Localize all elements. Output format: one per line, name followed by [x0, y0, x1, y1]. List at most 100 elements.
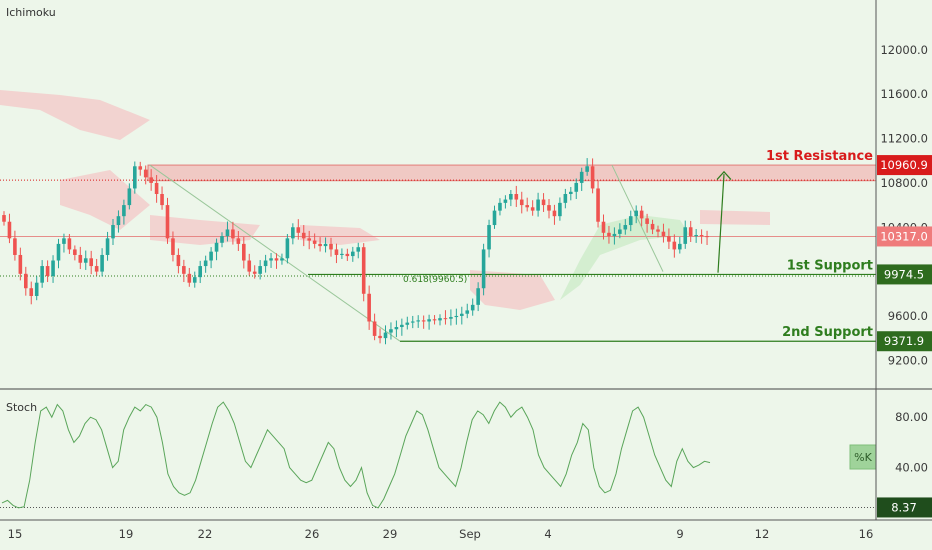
- candle-body: [601, 221, 606, 233]
- candle-body: [492, 210, 497, 226]
- candle-body: [389, 329, 393, 333]
- candle-body: [361, 247, 366, 294]
- y-tick-label: 11200.0: [880, 132, 928, 146]
- candle-body: [351, 251, 355, 257]
- candle-body: [247, 260, 252, 272]
- candle-body: [503, 199, 508, 203]
- candle-body: [296, 227, 301, 233]
- candle-body: [394, 327, 399, 330]
- candle-body: [514, 194, 519, 200]
- support-2-tag-text: 9371.9: [884, 334, 924, 348]
- resistance-1-label: 1st Resistance: [766, 149, 873, 164]
- candle-body: [67, 238, 72, 250]
- resistance-tag-text: 10960.9: [880, 158, 928, 172]
- candle-body: [612, 233, 617, 237]
- candle-body: [45, 266, 50, 277]
- candle-body: [258, 266, 262, 274]
- cloud-segment: [700, 210, 770, 225]
- candle-body: [574, 182, 579, 192]
- stoch-value-tag-text: 8.37: [891, 500, 917, 514]
- support-2-tag: [877, 331, 932, 352]
- x-tick-label: 19: [119, 527, 134, 541]
- candle-body: [694, 235, 698, 237]
- candle-body: [51, 260, 55, 277]
- candle-body: [607, 232, 611, 237]
- candle-body: [143, 169, 148, 178]
- candle-body: [214, 242, 219, 252]
- candle-body: [552, 210, 557, 217]
- projection-trend-line: [611, 164, 664, 272]
- candle-body: [89, 258, 93, 267]
- x-tick-label: 12: [755, 527, 770, 541]
- target-arrow-line: [717, 174, 725, 273]
- support-1-tag-text: 9974.5: [884, 267, 924, 281]
- cloud-segment: [470, 270, 555, 310]
- candle-body: [18, 254, 23, 274]
- resistance-zone: [147, 164, 877, 182]
- candle-body: [443, 318, 448, 320]
- candle-body: [536, 199, 540, 211]
- candle-body: [165, 205, 170, 239]
- candle-body: [525, 205, 529, 208]
- candle-body: [62, 238, 66, 244]
- candle-body: [416, 320, 420, 322]
- candle-body: [2, 215, 6, 222]
- candle-body: [94, 266, 99, 272]
- candle-body: [699, 235, 704, 237]
- candle-body: [460, 313, 464, 316]
- candle-body: [73, 249, 77, 255]
- candle-body: [176, 254, 181, 267]
- fib-trend-line: [149, 164, 401, 342]
- time-axis[interactable]: 15 19 22 26 29 Sep 4 9 12 16: [0, 519, 932, 541]
- candle-body: [236, 238, 241, 244]
- candle-body: [421, 320, 426, 322]
- candle-body: [688, 227, 693, 237]
- y-tick-label: 9200.0: [888, 353, 928, 367]
- candle-body: [634, 210, 638, 217]
- candle-body: [378, 335, 382, 339]
- candle-body: [252, 271, 257, 274]
- candle-body: [618, 229, 622, 234]
- support-2-label: 2nd Support: [782, 325, 873, 340]
- candle-body: [307, 238, 311, 241]
- candle-body: [105, 238, 110, 255]
- candle-body: [470, 304, 475, 311]
- cloud-segment: [0, 90, 150, 140]
- fib-label: 0.618(9960.5): [403, 275, 467, 285]
- candle-body: [645, 218, 649, 224]
- candle-body: [345, 253, 350, 257]
- candle-body: [569, 191, 573, 194]
- x-tick-label: 9: [676, 527, 683, 541]
- candle-body: [672, 241, 677, 250]
- candle-body: [29, 288, 34, 296]
- candle-body: [487, 225, 491, 250]
- candle-body: [639, 210, 644, 219]
- ichimoku-label: Ichimoku: [6, 6, 56, 19]
- candle-body: [127, 188, 132, 206]
- candle-body: [432, 319, 437, 321]
- candle-body: [340, 253, 344, 255]
- x-tick-label: 26: [305, 527, 320, 541]
- stoch-tick-label: 40.00: [895, 461, 928, 475]
- candle-body: [274, 258, 279, 261]
- candle-body: [56, 243, 61, 261]
- price-axis[interactable]: 9200.09600.010400.010800.011200.011600.0…: [875, 0, 932, 520]
- candle-body: [323, 243, 328, 247]
- candle-body: [263, 260, 268, 267]
- candle-body: [498, 202, 502, 211]
- candle-body: [705, 236, 709, 238]
- candle-body: [372, 321, 377, 336]
- candle-body: [154, 182, 159, 194]
- candle-body: [410, 321, 415, 323]
- stoch-pane: %K: [0, 388, 932, 509]
- candle-body: [558, 202, 562, 217]
- candle-body: [149, 177, 153, 183]
- candle-body: [383, 332, 388, 339]
- candle-body: [438, 318, 442, 321]
- x-tick-label: 15: [8, 527, 23, 541]
- candle-body: [231, 229, 235, 239]
- candle-body: [623, 225, 628, 230]
- candle-body: [269, 258, 273, 261]
- candle-body: [519, 199, 524, 206]
